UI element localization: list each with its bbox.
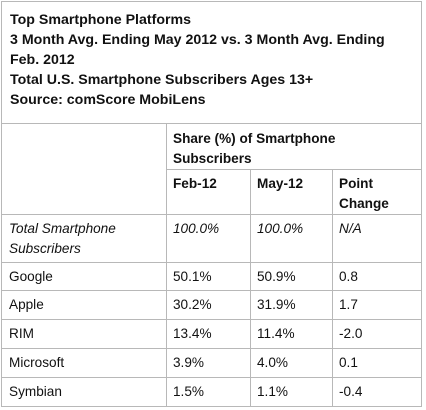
cell-apple-feb12: 30.2%: [173, 297, 212, 312]
grid-line: [332, 169, 333, 406]
grid-line: [2, 214, 422, 215]
grid-line: [2, 319, 422, 320]
cell-total-may12: 100.0%: [257, 221, 304, 236]
cell-microsoft-feb12: 3.9%: [173, 355, 204, 370]
cell-symbian-change: -0.4: [339, 384, 363, 399]
row-label-symbian: Symbian: [9, 384, 62, 399]
grid-line: [2, 377, 422, 378]
cell-symbian-may12: 1.1%: [257, 384, 288, 399]
cell-rim-feb12: 13.4%: [173, 326, 212, 341]
cell-symbian-feb12: 1.5%: [173, 384, 204, 399]
col-header-may12: May-12: [257, 176, 304, 191]
grid-line: [166, 124, 167, 406]
col-header-feb12: Feb-12: [173, 176, 217, 191]
table-subtitle-universe: Total U.S. Smartphone Subscribers Ages 1…: [10, 72, 314, 88]
row-label-google: Google: [9, 269, 53, 284]
cell-apple-change: 1.7: [339, 297, 358, 312]
cell-microsoft-change: 0.1: [339, 355, 358, 370]
cell-google-change: 0.8: [339, 269, 358, 284]
cell-apple-may12: 31.9%: [257, 297, 296, 312]
grid-line: [2, 290, 422, 291]
row-label-rim: RIM: [9, 326, 34, 341]
cell-total-change: N/A: [339, 221, 362, 236]
cell-rim-change: -2.0: [339, 326, 363, 341]
row-label-total: Total Smartphone Subscribers: [9, 221, 116, 256]
grid-line: [250, 169, 251, 406]
table-subtitle-period: 3 Month Avg. Ending May 2012 vs. 3 Month…: [10, 32, 385, 48]
cell-microsoft-may12: 4.0%: [257, 355, 288, 370]
table-source: Source: comScore MobiLens: [10, 92, 206, 108]
table-frame: [1, 1, 422, 407]
col-header-point-change: Point Change: [339, 176, 389, 211]
cell-total-feb12: 100.0%: [173, 221, 220, 236]
row-label-apple: Apple: [9, 297, 44, 312]
cell-rim-may12: 11.4%: [257, 326, 295, 341]
table-subtitle-period-cont: Feb. 2012: [10, 52, 75, 68]
grid-line: [2, 348, 422, 349]
grid-line: [2, 262, 422, 263]
grid-line: [166, 169, 422, 170]
cell-google-may12: 50.9%: [257, 269, 296, 284]
cell-google-feb12: 50.1%: [173, 269, 212, 284]
table-title-block: Top Smartphone Platforms 3 Month Avg. En…: [1, 1, 422, 124]
table-title: Top Smartphone Platforms: [10, 12, 192, 28]
row-label-microsoft: Microsoft: [9, 355, 65, 370]
group-header: Share (%) of Smartphone Subscribers: [173, 131, 336, 166]
